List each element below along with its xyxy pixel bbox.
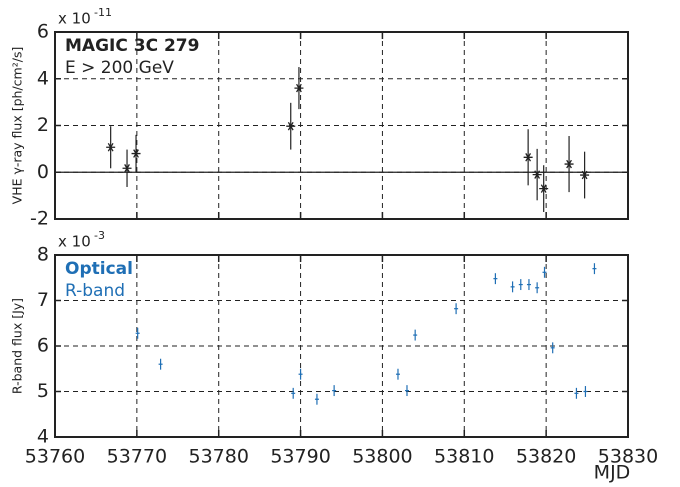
y-tick-label: 6: [37, 21, 49, 43]
data-point: [294, 83, 304, 93]
y-tick-label: 8: [37, 244, 49, 266]
y-axis-label: R-band flux [Jy]: [10, 298, 25, 394]
annotation: R-band: [65, 281, 125, 301]
scale-exponent: -3: [94, 229, 105, 242]
data-point: [106, 142, 116, 152]
data-point: [539, 184, 549, 193]
data-point: [532, 170, 542, 179]
x-tick-label: 53790: [270, 446, 330, 468]
y-tick-label: 0: [37, 161, 49, 183]
scale-label: x 10: [58, 10, 91, 28]
y-tick-label: 2: [37, 114, 49, 136]
x-tick-label: 53760: [25, 446, 85, 468]
x-tick-label: 53770: [107, 446, 167, 468]
x-tick-label: 53830: [598, 446, 658, 468]
data-point: [131, 149, 141, 158]
annotation: E > 200 GeV: [65, 58, 174, 78]
plot-frame: [54, 254, 629, 438]
data-point: [564, 159, 574, 169]
annotation: MAGIC 3C 279: [65, 36, 199, 56]
annotation: Optical: [65, 259, 133, 279]
x-tick-label: 53820: [516, 446, 576, 468]
data-point: [286, 121, 296, 131]
x-tick-label: 53800: [352, 446, 412, 468]
scale-label: x 10: [58, 233, 91, 251]
x-tick-label: 53810: [434, 446, 494, 468]
scale-exponent: -11: [94, 6, 112, 19]
y-axis-label: VHE γ-ray flux [ph/cm²/s]: [10, 47, 25, 205]
y-tick-label: 5: [37, 380, 49, 402]
x-axis-label: MJD: [594, 462, 631, 484]
x-tick-label: 53780: [188, 446, 248, 468]
data-point: [523, 153, 533, 162]
data-point: [122, 164, 132, 173]
y-tick-label: -2: [30, 208, 49, 230]
plot-frame: [54, 31, 629, 220]
y-tick-label: 4: [37, 426, 49, 448]
data-point: [580, 170, 590, 180]
y-tick-label: 4: [37, 67, 49, 89]
y-tick-label: 6: [37, 335, 49, 357]
y-tick-label: 7: [37, 289, 49, 311]
